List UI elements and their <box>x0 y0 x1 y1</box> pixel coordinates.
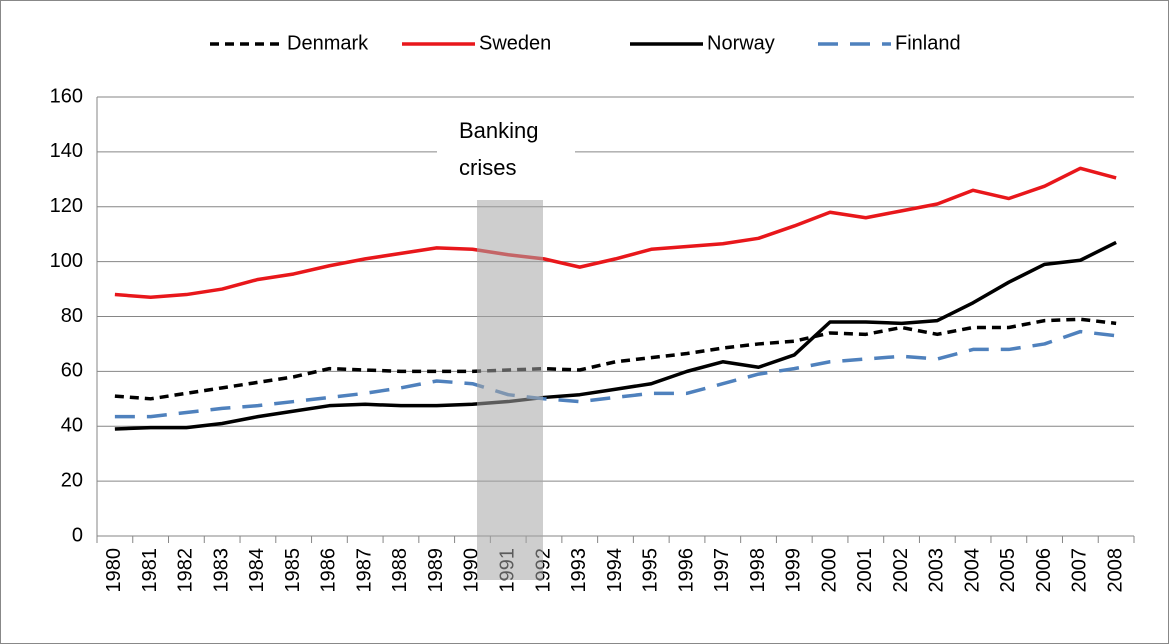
x-tick-label: 1983 <box>210 548 232 593</box>
y-tick-label: 60 <box>61 360 83 382</box>
x-tick-label: 2008 <box>1104 548 1126 593</box>
x-tick-label: 1989 <box>425 548 447 593</box>
legend-label: Sweden <box>479 32 551 54</box>
x-tick-label: 1999 <box>783 548 805 593</box>
x-tick-label: 1981 <box>139 548 161 593</box>
x-tick-label: 2003 <box>926 548 948 593</box>
x-tick-label: 1988 <box>389 548 411 593</box>
legend-label: Norway <box>707 32 775 54</box>
x-tick-label: 2006 <box>1033 548 1055 593</box>
x-tick-label: 1987 <box>353 548 375 593</box>
x-tick-label: 1996 <box>675 548 697 593</box>
x-tick-label: 2005 <box>997 548 1019 593</box>
y-tick-label: 40 <box>61 415 83 437</box>
x-tick-label: 1986 <box>318 548 340 593</box>
x-tick-label: 1980 <box>103 548 125 593</box>
x-tick-label: 2007 <box>1069 548 1091 593</box>
x-tick-label: 1995 <box>640 548 662 593</box>
legend-label: Denmark <box>287 32 369 54</box>
series-line <box>114 166 1117 300</box>
y-tick-label: 160 <box>50 85 83 107</box>
x-tick-label: 1994 <box>604 548 626 593</box>
x-tick-label: 2000 <box>818 548 840 593</box>
series-line <box>114 240 1117 431</box>
x-tick-label: 1985 <box>282 548 304 593</box>
y-tick-label: 120 <box>50 195 83 217</box>
y-tick-label: 100 <box>50 250 83 272</box>
y-tick-label: 140 <box>50 140 83 162</box>
series-line <box>114 329 1117 419</box>
x-tick-label: 1984 <box>246 548 268 593</box>
y-tick-label: 0 <box>72 524 83 546</box>
annotation: Banking crises <box>437 112 575 186</box>
y-tick-label: 80 <box>61 305 83 327</box>
legend-label: Finland <box>895 32 961 54</box>
x-tick-label: 2002 <box>890 548 912 593</box>
x-tick-label: 2004 <box>961 548 983 593</box>
crisis-shading <box>477 200 543 580</box>
x-tick-label: 1993 <box>568 548 590 593</box>
x-tick-label: 1982 <box>175 548 197 593</box>
x-tick-label: 1998 <box>747 548 769 593</box>
y-tick-label: 20 <box>61 469 83 491</box>
x-tick-label: 2001 <box>854 548 876 593</box>
x-tick-label: 1997 <box>711 548 733 593</box>
series-line <box>114 317 1117 401</box>
